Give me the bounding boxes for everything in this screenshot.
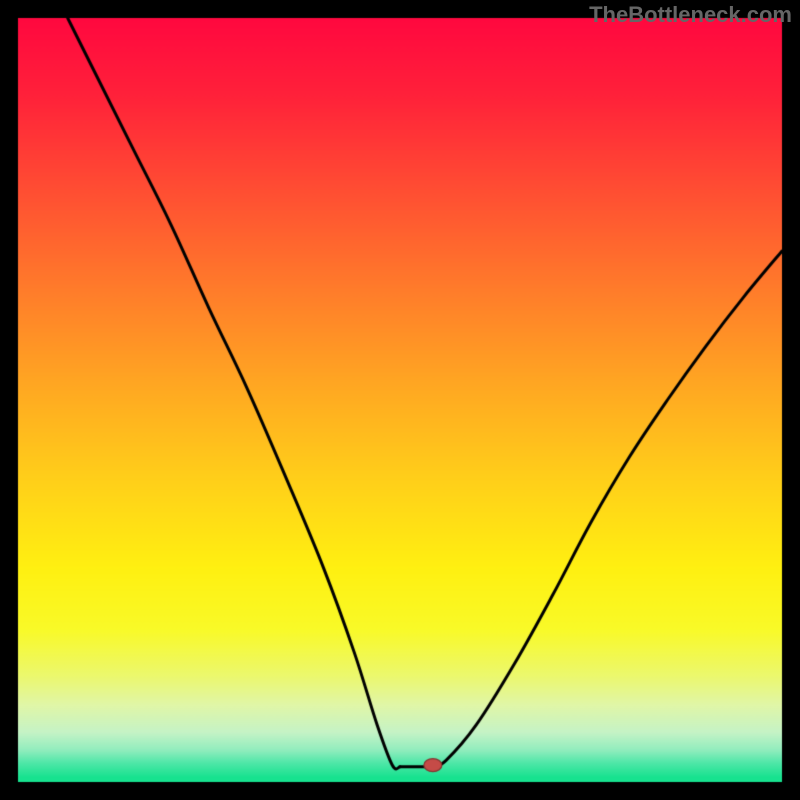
bottleneck-chart: [0, 0, 800, 800]
